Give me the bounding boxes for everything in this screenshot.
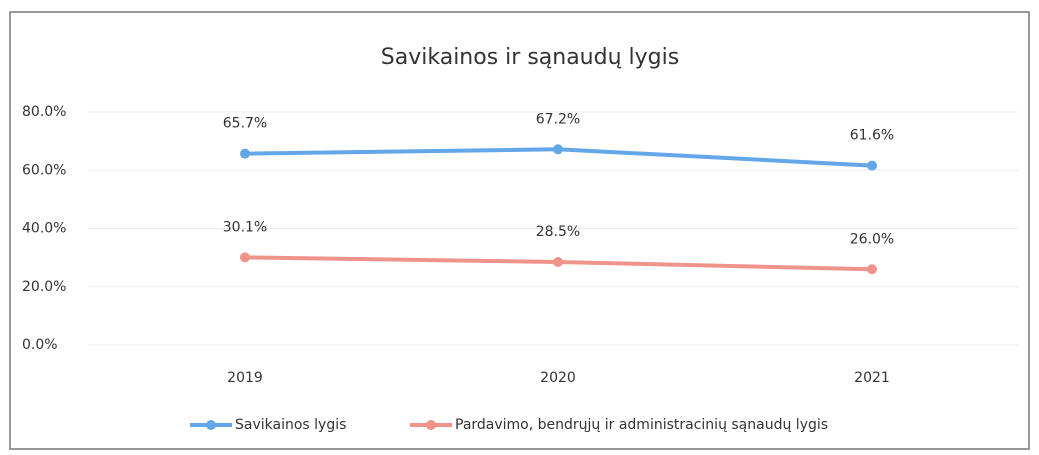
x-tick-label: 2020 bbox=[540, 370, 576, 386]
y-tick-label: 80.0% bbox=[22, 104, 66, 120]
point bbox=[867, 160, 877, 171]
point bbox=[240, 148, 250, 159]
x-tick-label: 2021 bbox=[854, 370, 890, 386]
legend-marker bbox=[426, 420, 436, 430]
point bbox=[553, 256, 563, 267]
data-label: 61.6% bbox=[850, 128, 894, 144]
y-tick-label: 20.0% bbox=[22, 279, 66, 295]
data-label: 65.7% bbox=[223, 116, 267, 132]
x-tick-label: 2019 bbox=[227, 370, 263, 386]
chart-title: Savikainos ir sąnaudų lygis bbox=[381, 45, 679, 70]
chart-frame bbox=[9, 11, 1030, 450]
legend-label: Pardavimo, bendrųjų ir administracinių s… bbox=[455, 417, 828, 433]
point bbox=[553, 144, 563, 155]
y-tick-label: 0.0% bbox=[22, 337, 58, 353]
data-label: 26.0% bbox=[850, 231, 894, 247]
y-tick-label: 60.0% bbox=[22, 162, 66, 178]
legend-label: Savikainos lygis bbox=[235, 417, 346, 433]
legend-marker bbox=[206, 420, 216, 430]
data-label: 30.1% bbox=[223, 219, 267, 235]
point bbox=[867, 264, 877, 275]
data-label: 67.2% bbox=[536, 111, 580, 127]
y-tick-label: 40.0% bbox=[22, 221, 66, 237]
point bbox=[240, 252, 250, 263]
data-label: 28.5% bbox=[536, 224, 580, 240]
